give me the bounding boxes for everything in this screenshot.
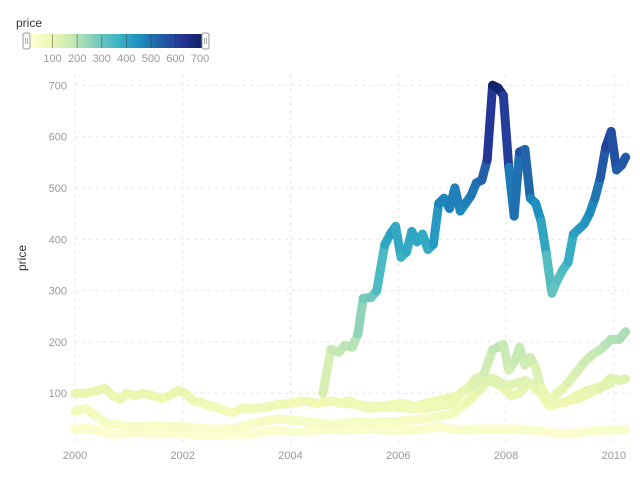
x-tick-label: 2006 [386, 450, 410, 462]
series-segment [428, 198, 444, 249]
legend-tick-label: 700 [191, 53, 209, 65]
x-tick-label: 2004 [278, 450, 302, 462]
series-segment [595, 378, 616, 393]
legend-tick-label: 600 [166, 53, 184, 65]
legend-tick-label: 400 [117, 53, 135, 65]
series-segment [520, 144, 535, 203]
legend-tick-label: 200 [68, 53, 86, 65]
y-tick-label: 500 [49, 183, 67, 195]
series-segment [509, 147, 525, 221]
series-segment [614, 374, 631, 385]
series-segment [536, 216, 551, 260]
legend-handle-left[interactable] [22, 32, 31, 50]
legend-tick-label: 100 [43, 53, 61, 65]
legend-ticks: 100 200 300 400 500 600 700 [43, 34, 209, 65]
legend-handle-right[interactable] [201, 32, 210, 50]
y-axis-label: price [15, 245, 29, 271]
series-segment [595, 142, 611, 183]
y-tick-label: 600 [49, 132, 67, 144]
series-line [70, 422, 631, 440]
y-tick-label: 700 [49, 80, 67, 92]
x-tick-label: 2002 [171, 450, 195, 462]
legend-title: price [16, 16, 42, 30]
series-layer [70, 80, 631, 440]
series-segment [617, 152, 631, 170]
series-line [318, 80, 631, 398]
series-segment [563, 229, 578, 267]
series-segment [482, 80, 498, 165]
series-segment [353, 293, 368, 339]
y-tick-label: 400 [49, 234, 67, 246]
grid [74, 75, 630, 442]
series-segment [372, 239, 390, 296]
y-tick-label: 300 [49, 286, 67, 298]
color-legend: price 100 200 300 400 500 600 700 [16, 16, 210, 65]
legend-tick-label: 500 [142, 53, 160, 65]
legend-gradient-bar [28, 34, 205, 48]
series-segment [606, 126, 622, 175]
x-tick-label: 2000 [63, 450, 87, 462]
x-tick-label: 2008 [494, 450, 518, 462]
x-tick-label: 2010 [602, 450, 626, 462]
series-segment [609, 424, 631, 435]
y-tick-label: 200 [49, 337, 67, 349]
series-segment [614, 327, 631, 344]
series-line [70, 327, 631, 418]
series-segment [498, 91, 514, 172]
y-axis: 100 200 300 400 500 600 700 [49, 80, 67, 400]
y-tick-label: 100 [49, 388, 67, 400]
x-axis: 2000 2002 2004 2006 2008 2010 [63, 450, 626, 462]
legend-tick-label: 300 [93, 53, 111, 65]
series-segment [318, 345, 336, 398]
